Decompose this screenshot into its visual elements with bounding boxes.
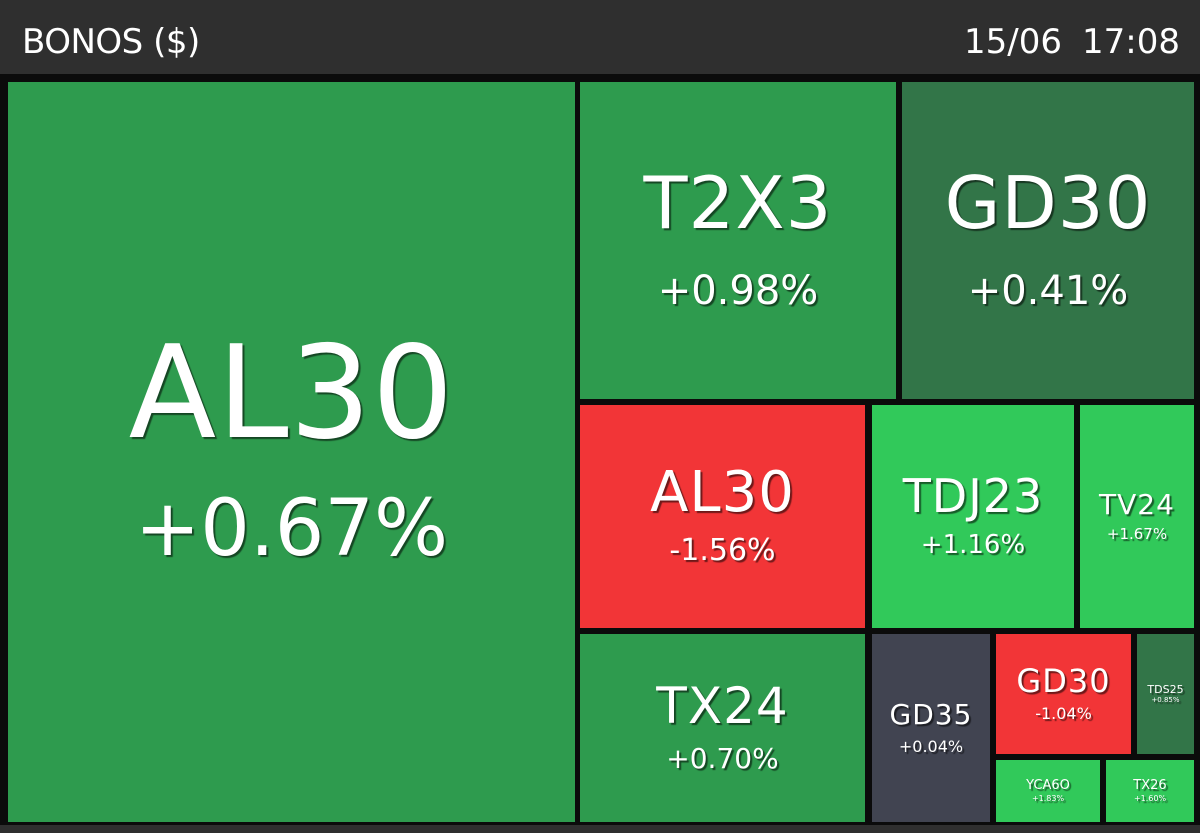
- tile-change: -1.04%: [1035, 704, 1092, 724]
- tile-symbol: T2X3: [643, 160, 833, 245]
- tile-symbol: GD30: [944, 160, 1152, 245]
- tile-gd35[interactable]: GD35 +0.04%: [872, 634, 990, 822]
- tile-al30-red[interactable]: AL30 -1.56%: [580, 405, 865, 628]
- tile-symbol: GD35: [889, 697, 973, 731]
- tile-symbol: AL30: [650, 460, 795, 526]
- tile-tx26[interactable]: TX26 +1.60%: [1106, 760, 1194, 822]
- tile-symbol: AL30: [128, 319, 455, 468]
- tile-gd30[interactable]: GD30 +0.41%: [902, 82, 1194, 399]
- tile-symbol: TX26: [1133, 777, 1167, 793]
- tile-change: +0.85%: [1151, 696, 1180, 705]
- tile-change: -1.56%: [669, 532, 776, 568]
- tile-change: +1.67%: [1106, 525, 1168, 544]
- widget-header: BONOS ($) 15/06 17:08: [0, 0, 1200, 78]
- tile-symbol: YCA6O: [1026, 777, 1070, 793]
- tile-change: +1.83%: [1031, 793, 1065, 803]
- tile-symbol: TV24: [1099, 487, 1175, 521]
- tile-change: +0.70%: [666, 742, 779, 776]
- bottom-bar: [0, 825, 1200, 833]
- time-label: 17:08: [1082, 22, 1180, 62]
- widget-title: BONOS ($): [22, 22, 200, 62]
- tile-tdj23[interactable]: TDJ23 +1.16%: [872, 405, 1074, 628]
- tile-symbol: TX24: [656, 676, 789, 735]
- date-label: 15/06: [964, 22, 1062, 62]
- tile-change: +0.98%: [657, 268, 819, 315]
- tile-yca6o[interactable]: YCA6O +1.83%: [996, 760, 1100, 822]
- tile-change: +0.67%: [134, 484, 449, 575]
- tile-t2x3[interactable]: T2X3 +0.98%: [580, 82, 896, 399]
- tile-change: +1.16%: [920, 530, 1026, 561]
- tile-gd30-red[interactable]: GD30 -1.04%: [996, 634, 1131, 754]
- tile-tds25[interactable]: TDS25 +0.85%: [1137, 634, 1194, 754]
- tile-tv24[interactable]: TV24 +1.67%: [1080, 405, 1194, 628]
- tile-symbol: TDJ23: [902, 468, 1044, 523]
- tile-tx24[interactable]: TX24 +0.70%: [580, 634, 865, 822]
- tile-symbol: TDS25: [1147, 682, 1184, 696]
- tile-change: +0.41%: [967, 268, 1129, 315]
- tile-change: +0.04%: [898, 737, 964, 757]
- tile-al30-large[interactable]: AL30 +0.67%: [8, 82, 575, 822]
- tile-change: +1.60%: [1133, 793, 1167, 803]
- tile-symbol: GD30: [1016, 661, 1111, 700]
